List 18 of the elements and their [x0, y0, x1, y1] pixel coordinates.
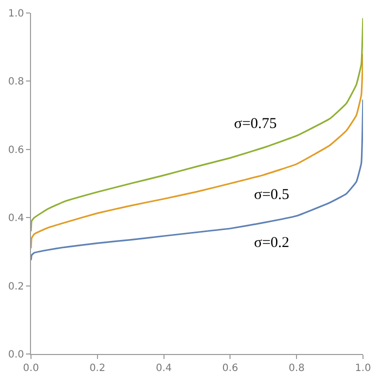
line-series: [31, 53, 363, 250]
x-tick-label: 0.8: [288, 363, 305, 374]
series-label: σ=0.5: [254, 187, 290, 203]
x-tick-label: 0.4: [156, 363, 172, 374]
y-tick-label: 0.8: [8, 76, 24, 88]
y-tick-label: 0.0: [8, 350, 24, 360]
x-tick-label: 1.0: [355, 363, 371, 374]
y-tick-label: 0.2: [8, 281, 24, 292]
x-tick-label: 0.0: [23, 363, 39, 374]
x-tick-label: 0.6: [222, 363, 238, 374]
series-label: σ=0.2: [254, 235, 290, 251]
line-series: [31, 17, 363, 232]
x-tick-label: 0.2: [89, 363, 106, 374]
y-tick-label: 1.0: [8, 8, 24, 20]
series-label: σ=0.75: [234, 116, 277, 132]
line-series: [31, 98, 363, 262]
y-tick-label: 0.4: [8, 213, 24, 224]
y-tick-label: 0.6: [8, 144, 24, 156]
